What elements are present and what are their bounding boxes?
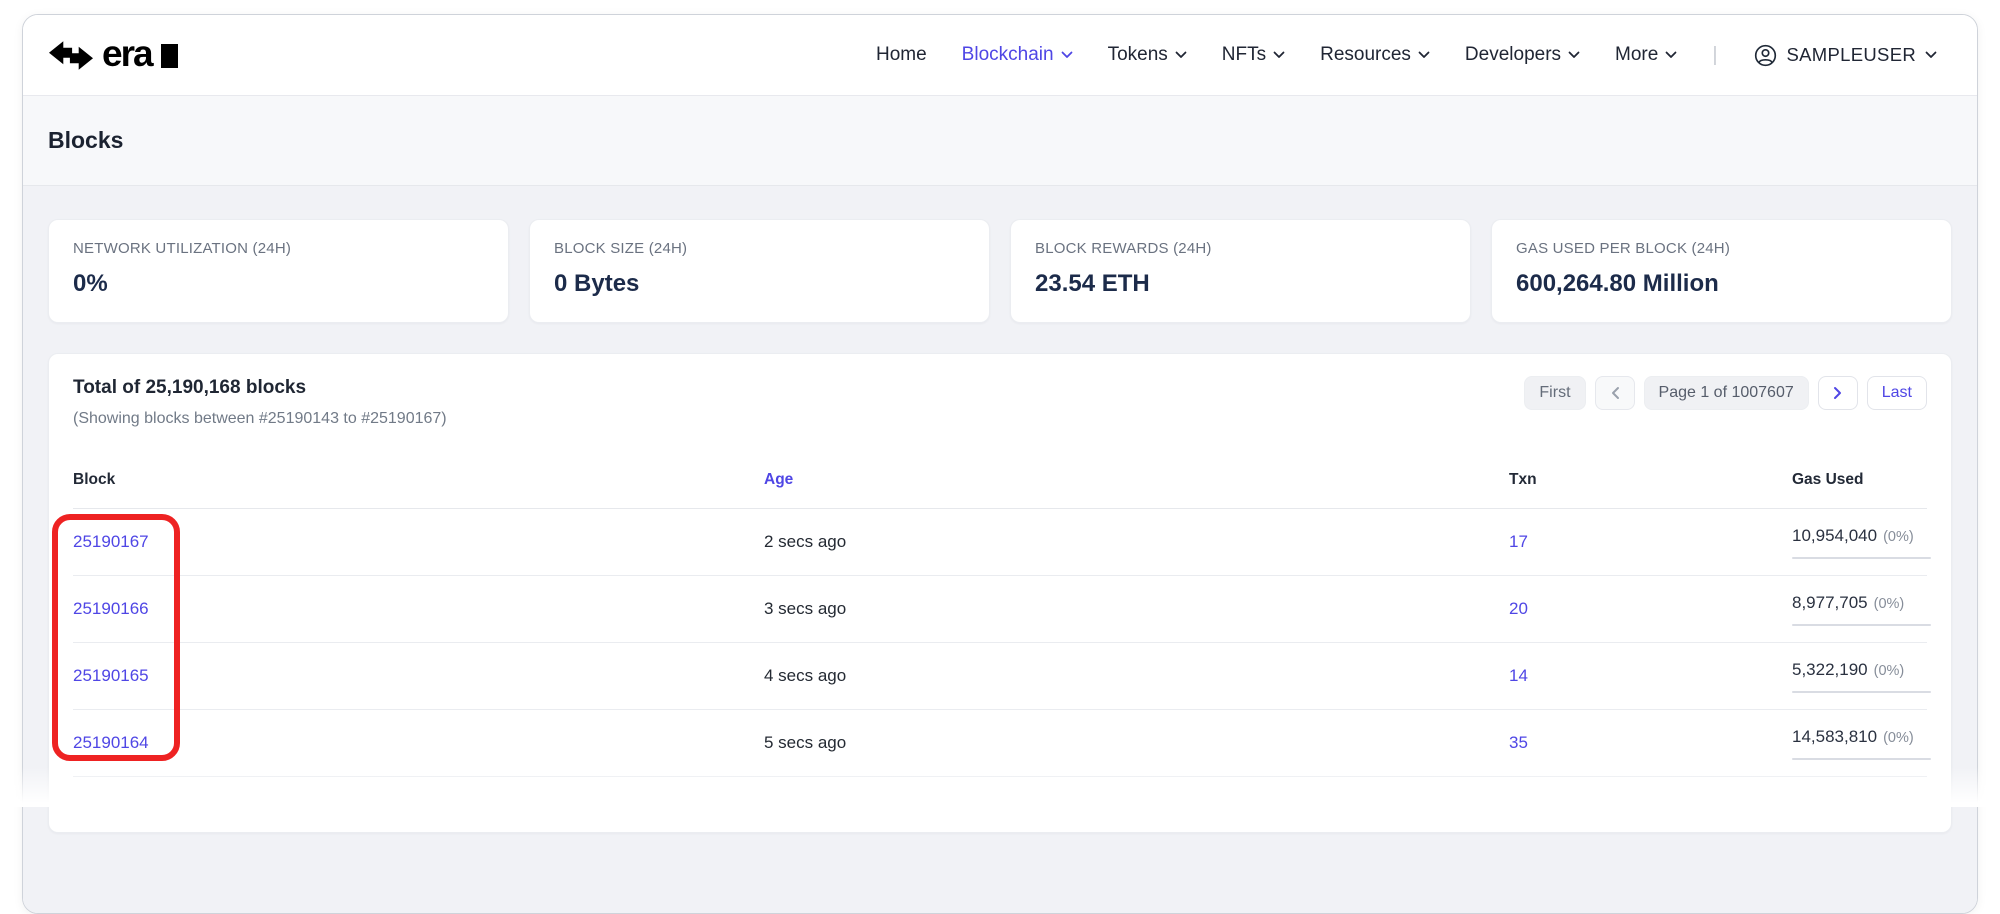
nav-label: More [1615, 44, 1659, 65]
nav-item-resources[interactable]: Resources [1320, 44, 1430, 66]
txn-link[interactable]: 20 [1509, 599, 1528, 618]
user-menu[interactable]: SAMPLEUSER [1753, 43, 1937, 68]
stat-value: 0 Bytes [554, 270, 640, 297]
age-cell: 5 secs ago [764, 733, 847, 752]
table-row: 25190166 3 secs ago 20 8,977,705 (0%) [73, 576, 1931, 643]
nav-item-nfts[interactable]: NFTs [1222, 44, 1285, 66]
nav-item-tokens[interactable]: Tokens [1108, 44, 1187, 66]
logo-text: era [102, 32, 154, 74]
gas-progress-bar [1792, 623, 1931, 626]
user-account-icon [1753, 43, 1778, 68]
chevron-down-icon [1273, 51, 1285, 59]
nav-item-home[interactable]: Home [876, 44, 927, 66]
table-row: 25190165 4 secs ago 14 5,322,190 (0%) [73, 643, 1931, 710]
table-row: 25190164 5 secs ago 35 14,583,810 (0%) [73, 710, 1931, 777]
blocks-range-text: (Showing blocks between #25190143 to #25… [73, 410, 447, 427]
browser-window: era Home Blockchain Tokens NFTs [22, 14, 1978, 914]
chevron-down-icon [1568, 51, 1580, 59]
stat-label: NETWORK UTILIZATION (24H) [73, 240, 292, 257]
stat-card-gas-used-per-block: GAS USED PER BLOCK (24H) 600,264.80 Mill… [1491, 219, 1952, 323]
stat-value: 0% [73, 270, 108, 297]
pagination-page-indicator: Page 1 of 1007607 [1643, 376, 1809, 410]
gas-used-percent: (0%) [1883, 528, 1914, 545]
chevron-down-icon [1925, 51, 1937, 59]
pagination: First Page 1 of 1007607 Last [1524, 376, 1927, 410]
nav-label: NFTs [1221, 44, 1267, 65]
blocks-summary: Total of 25,190,168 blocks (Showing bloc… [73, 376, 447, 429]
chevron-down-icon [1061, 51, 1073, 59]
pagination-last-button[interactable]: Last [1866, 376, 1927, 410]
gas-used-value: 8,977,705 [1792, 592, 1868, 612]
chevron-down-icon [1175, 51, 1187, 59]
column-header-gas-used: Gas Used [1792, 470, 1864, 488]
zksync-arrows-icon [49, 40, 93, 70]
block-link[interactable]: 25190164 [73, 733, 149, 752]
nav-divider: | [1712, 43, 1718, 66]
block-link[interactable]: 25190166 [73, 599, 149, 618]
gas-used-percent: (0%) [1883, 729, 1914, 746]
chevron-right-icon [1833, 386, 1843, 400]
gas-used-cell: 14,583,810 (0%) [1792, 727, 1931, 760]
gas-progress-bar [1792, 690, 1931, 693]
logo-cursor-block [160, 44, 178, 68]
gas-used-cell: 5,322,190 (0%) [1792, 660, 1931, 693]
txn-link[interactable]: 35 [1509, 733, 1528, 752]
table-header-row: Block Age Txn Gas Used [73, 451, 1927, 509]
gas-used-percent: (0%) [1873, 595, 1905, 612]
gas-used-percent: (0%) [1873, 662, 1905, 679]
nav-label: Blockchain [961, 44, 1054, 65]
gas-used-value: 5,322,190 [1792, 659, 1868, 679]
page-title: Blocks [48, 127, 124, 153]
nav-label: Resources [1320, 44, 1411, 65]
main-nav: Home Blockchain Tokens NFTs [876, 43, 1937, 68]
nav-label: Tokens [1107, 44, 1168, 65]
stat-card-network-utilization: NETWORK UTILIZATION (24H) 0% [48, 219, 509, 323]
stats-row: NETWORK UTILIZATION (24H) 0% BLOCK SIZE … [48, 219, 1952, 323]
stat-label: BLOCK REWARDS (24H) [1035, 240, 1212, 257]
app-header: era Home Blockchain Tokens NFTs [23, 15, 1977, 96]
chevron-left-icon [1610, 386, 1620, 400]
nav-item-blockchain[interactable]: Blockchain [962, 44, 1073, 66]
gas-used-cell: 10,954,040 (0%) [1792, 526, 1931, 559]
pagination-prev-button[interactable] [1594, 376, 1635, 410]
txn-link[interactable]: 14 [1509, 666, 1528, 685]
stat-label: GAS USED PER BLOCK (24H) [1516, 240, 1731, 257]
user-name: SAMPLEUSER [1786, 44, 1916, 65]
gas-progress-bar [1792, 757, 1931, 760]
age-cell: 3 secs ago [764, 599, 847, 618]
block-link[interactable]: 25190165 [73, 666, 149, 685]
pagination-next-button[interactable] [1817, 376, 1858, 410]
content-area: NETWORK UTILIZATION (24H) 0% BLOCK SIZE … [23, 186, 1977, 913]
gas-used-value: 14,583,810 [1792, 726, 1878, 746]
column-header-block: Block [73, 470, 116, 488]
column-header-txn: Txn [1509, 470, 1537, 488]
nav-label: Developers [1464, 44, 1562, 65]
age-cell: 4 secs ago [764, 666, 847, 685]
stat-label: BLOCK SIZE (24H) [554, 240, 688, 257]
stat-card-block-size: BLOCK SIZE (24H) 0 Bytes [529, 219, 990, 323]
block-link[interactable]: 25190167 [73, 532, 149, 551]
chevron-down-icon [1418, 51, 1430, 59]
gas-used-cell: 8,977,705 (0%) [1792, 593, 1931, 626]
age-cell: 2 secs ago [764, 532, 847, 551]
nav-item-more[interactable]: More [1615, 44, 1677, 66]
stat-card-block-rewards: BLOCK REWARDS (24H) 23.54 ETH [1010, 219, 1471, 323]
blocks-card-header: Total of 25,190,168 blocks (Showing bloc… [73, 376, 1927, 429]
txn-link[interactable]: 17 [1509, 532, 1528, 551]
stat-value: 600,264.80 Million [1516, 270, 1719, 297]
gas-used-value: 10,954,040 [1792, 525, 1878, 545]
nav-label: Home [875, 44, 927, 65]
nav-item-developers[interactable]: Developers [1465, 44, 1580, 66]
gas-progress-bar [1792, 556, 1931, 559]
column-header-age[interactable]: Age [764, 470, 794, 488]
blocks-total-text: Total of 25,190,168 blocks [73, 377, 307, 398]
pagination-first-button[interactable]: First [1524, 376, 1586, 410]
table-row: 25190167 2 secs ago 17 10,954,040 (0%) [73, 509, 1931, 576]
era-logo[interactable]: era [49, 32, 178, 74]
stat-value: 23.54 ETH [1035, 270, 1150, 297]
page-titlebar: Blocks [23, 96, 1977, 186]
blocks-table-card: Total of 25,190,168 blocks (Showing bloc… [48, 353, 1952, 833]
chevron-down-icon [1665, 51, 1677, 59]
